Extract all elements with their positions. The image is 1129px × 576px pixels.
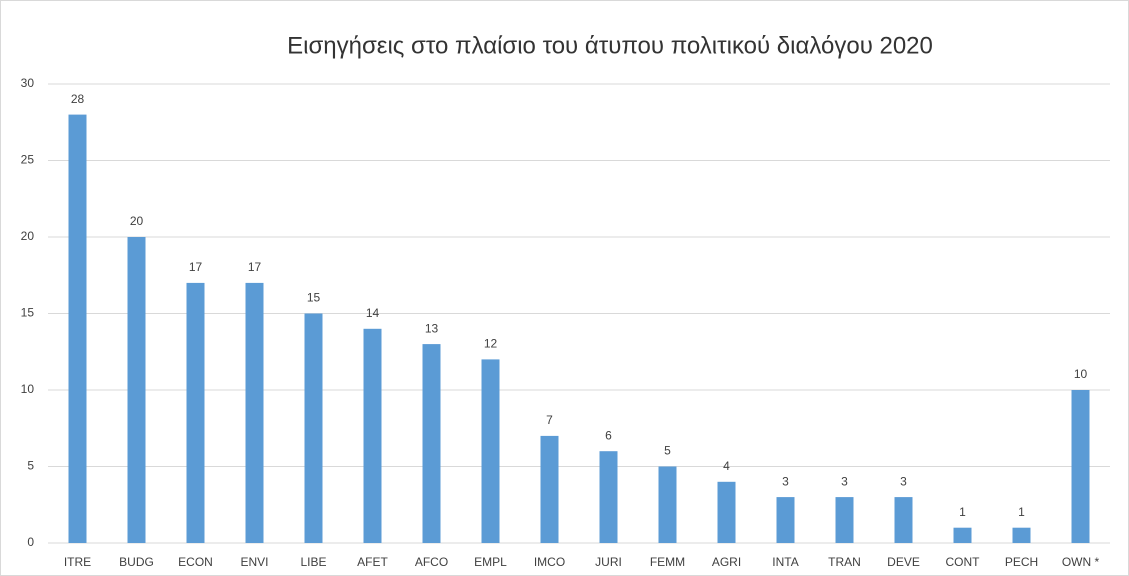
x-tick-label: OWN * (1062, 555, 1100, 569)
bar (1071, 390, 1090, 543)
x-tick-label: JURI (595, 555, 622, 569)
data-label: 7 (546, 413, 553, 427)
x-tick-label: INTA (772, 555, 798, 569)
data-label: 3 (841, 474, 848, 488)
x-tick-label: ECON (178, 555, 213, 569)
chart-title: Εισηγήσεις στο πλαίσιο του άτυπου πολιτι… (287, 32, 933, 59)
bar (422, 344, 441, 543)
data-label: 4 (723, 459, 730, 473)
bar (481, 359, 500, 543)
data-label: 17 (189, 260, 203, 274)
bar (68, 114, 87, 543)
x-tick-label: AFET (357, 555, 388, 569)
bar (658, 466, 677, 543)
y-tick-label: 0 (27, 535, 34, 549)
data-label: 5 (664, 444, 671, 458)
data-label: 15 (307, 291, 321, 305)
data-label: 13 (425, 321, 439, 335)
x-tick-label: AFCO (415, 555, 448, 569)
bar (953, 527, 972, 543)
data-label: 20 (130, 214, 144, 228)
y-tick-label: 15 (21, 306, 35, 320)
bar (127, 237, 146, 543)
bar (1012, 527, 1031, 543)
bar (304, 313, 323, 543)
y-tick-label: 10 (21, 382, 35, 396)
x-tick-label: ITRE (64, 555, 91, 569)
data-label: 3 (900, 474, 907, 488)
data-label: 28 (71, 92, 85, 106)
data-label: 1 (1018, 505, 1025, 519)
data-label: 14 (366, 306, 380, 320)
data-label: 10 (1074, 367, 1088, 381)
data-label: 1 (959, 505, 966, 519)
y-tick-label: 20 (21, 229, 35, 243)
bar (599, 451, 618, 543)
x-tick-label: PECH (1005, 555, 1038, 569)
y-tick-label: 30 (21, 76, 35, 90)
x-tick-label: TRAN (828, 555, 861, 569)
bar (363, 328, 382, 543)
x-tick-label: FEMM (650, 555, 685, 569)
data-label: 12 (484, 337, 498, 351)
data-label: 17 (248, 260, 262, 274)
bar (835, 497, 854, 543)
x-tick-label: IMCO (534, 555, 565, 569)
x-tick-label: DEVE (887, 555, 920, 569)
bar (245, 282, 264, 543)
x-tick-label: BUDG (119, 555, 154, 569)
x-tick-label: EMPL (474, 555, 507, 569)
x-tick-label: LIBE (300, 555, 326, 569)
x-tick-label: CONT (946, 555, 981, 569)
bar (186, 282, 205, 543)
bar (717, 481, 736, 543)
bar (540, 435, 559, 543)
data-label: 6 (605, 428, 612, 442)
data-label: 3 (782, 474, 789, 488)
x-tick-label: ENVI (240, 555, 268, 569)
y-tick-label: 5 (27, 459, 34, 473)
y-tick-label: 25 (21, 153, 35, 167)
bar (776, 497, 795, 543)
x-tick-label: AGRI (712, 555, 741, 569)
bar (894, 497, 913, 543)
